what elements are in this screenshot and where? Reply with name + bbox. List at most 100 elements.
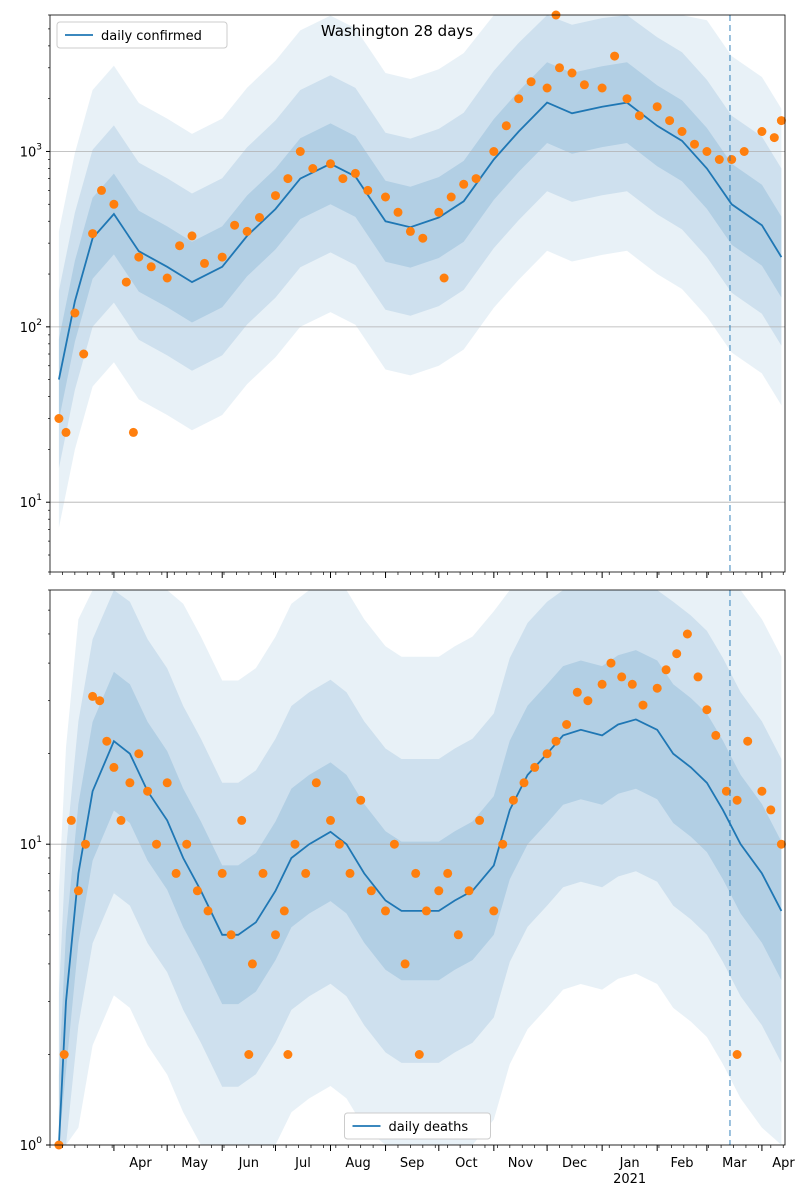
data-point [690, 139, 699, 149]
data-point [381, 906, 390, 916]
x-tick-label: Nov [508, 1156, 534, 1171]
data-point [162, 273, 172, 283]
data-point [732, 795, 742, 805]
data-point [489, 147, 499, 156]
data-point [61, 427, 71, 437]
data-point [162, 778, 172, 788]
data-point [634, 111, 644, 121]
data-point [271, 930, 280, 940]
data-point [66, 815, 76, 825]
data-point [217, 252, 227, 262]
data-point [187, 231, 197, 241]
x-tick-label: Dec [562, 1156, 587, 1171]
data-point [116, 815, 126, 825]
data-point [597, 679, 607, 689]
data-point [434, 207, 444, 217]
data-point [381, 192, 390, 202]
confirmed-observed-points [54, 10, 786, 437]
data-point [54, 414, 64, 423]
data-point [652, 102, 662, 112]
deaths-legend-box [344, 1112, 491, 1140]
data-point [244, 1050, 254, 1059]
x-tick-label: Apr [129, 1156, 152, 1171]
data-point [95, 696, 105, 706]
data-point [175, 241, 185, 251]
data-point [757, 127, 767, 136]
y-tick-label: 103 [20, 142, 42, 160]
data-point [97, 185, 106, 195]
data-point [514, 94, 524, 104]
data-point [182, 839, 192, 849]
uncertainty-band-1 [58, 15, 782, 528]
deaths-legend: daily deaths [344, 1112, 491, 1140]
x-tick-label-year: 2021 [613, 1172, 646, 1187]
y-tick-label: 101 [20, 835, 42, 853]
data-point [400, 959, 410, 969]
data-point [366, 886, 376, 896]
data-point [714, 155, 724, 164]
data-point [283, 174, 293, 184]
data-point [677, 127, 687, 136]
data-point [356, 795, 366, 805]
x-tick-label: Apr [772, 1156, 795, 1171]
data-point [230, 220, 240, 230]
confirmed-panel: 101 102 103 Washington 28 days daily confi… [20, 10, 786, 578]
data-point [439, 273, 449, 283]
deaths-observed-points [54, 629, 786, 1150]
data-point [393, 207, 403, 217]
data-point [627, 679, 637, 689]
data-point [739, 147, 749, 156]
data-point [283, 1050, 293, 1059]
deaths-legend-label: daily deaths [389, 1120, 469, 1135]
uncertainty-band-1 [58, 590, 782, 1145]
data-point [146, 262, 156, 272]
data-point [583, 696, 593, 706]
data-point [109, 199, 119, 209]
data-point [443, 868, 453, 878]
data-point [418, 233, 428, 243]
data-point [562, 720, 572, 729]
data-point [237, 815, 247, 825]
x-tick-label: Oct [455, 1156, 477, 1171]
data-point [203, 906, 213, 916]
confirmed-legend-box [56, 21, 228, 49]
data-point [769, 133, 779, 143]
data-point [622, 94, 632, 104]
data-point [134, 252, 144, 262]
confirmed-legend: daily confirmed [56, 21, 228, 49]
data-point [152, 839, 161, 849]
confirmed-uncertainty-bands [58, 15, 782, 528]
x-tick-label: Feb [671, 1156, 694, 1171]
data-point [501, 121, 511, 131]
data-point [405, 226, 415, 236]
data-point [258, 868, 268, 878]
deaths-uncertainty-bands [58, 590, 782, 1145]
data-point [672, 649, 682, 659]
confirmed-y-ticks: 101 102 103 [20, 14, 50, 573]
data-point [242, 226, 252, 236]
data-point [446, 192, 456, 202]
y-tick-label: 102 [20, 318, 42, 336]
x-tick-label: May [181, 1156, 208, 1171]
deaths-y-ticks: 100 101 [20, 589, 50, 1154]
data-point [610, 51, 620, 61]
y-tick-label: 100 [20, 1136, 43, 1154]
data-point [711, 730, 721, 740]
data-point [702, 147, 712, 156]
data-point [345, 868, 355, 878]
data-point [171, 868, 181, 878]
data-point [70, 308, 80, 318]
data-point [453, 930, 463, 940]
data-point [498, 839, 508, 849]
x-tick-label: Aug [345, 1156, 370, 1171]
data-point [301, 868, 311, 878]
data-point [79, 349, 89, 359]
data-point [757, 786, 767, 796]
data-point [81, 839, 90, 849]
data-point [702, 705, 712, 715]
deaths-median-line [58, 718, 783, 1146]
data-point [134, 749, 144, 759]
data-point [459, 179, 469, 189]
x-tick-label: Mar [722, 1156, 747, 1171]
data-point [311, 778, 321, 788]
